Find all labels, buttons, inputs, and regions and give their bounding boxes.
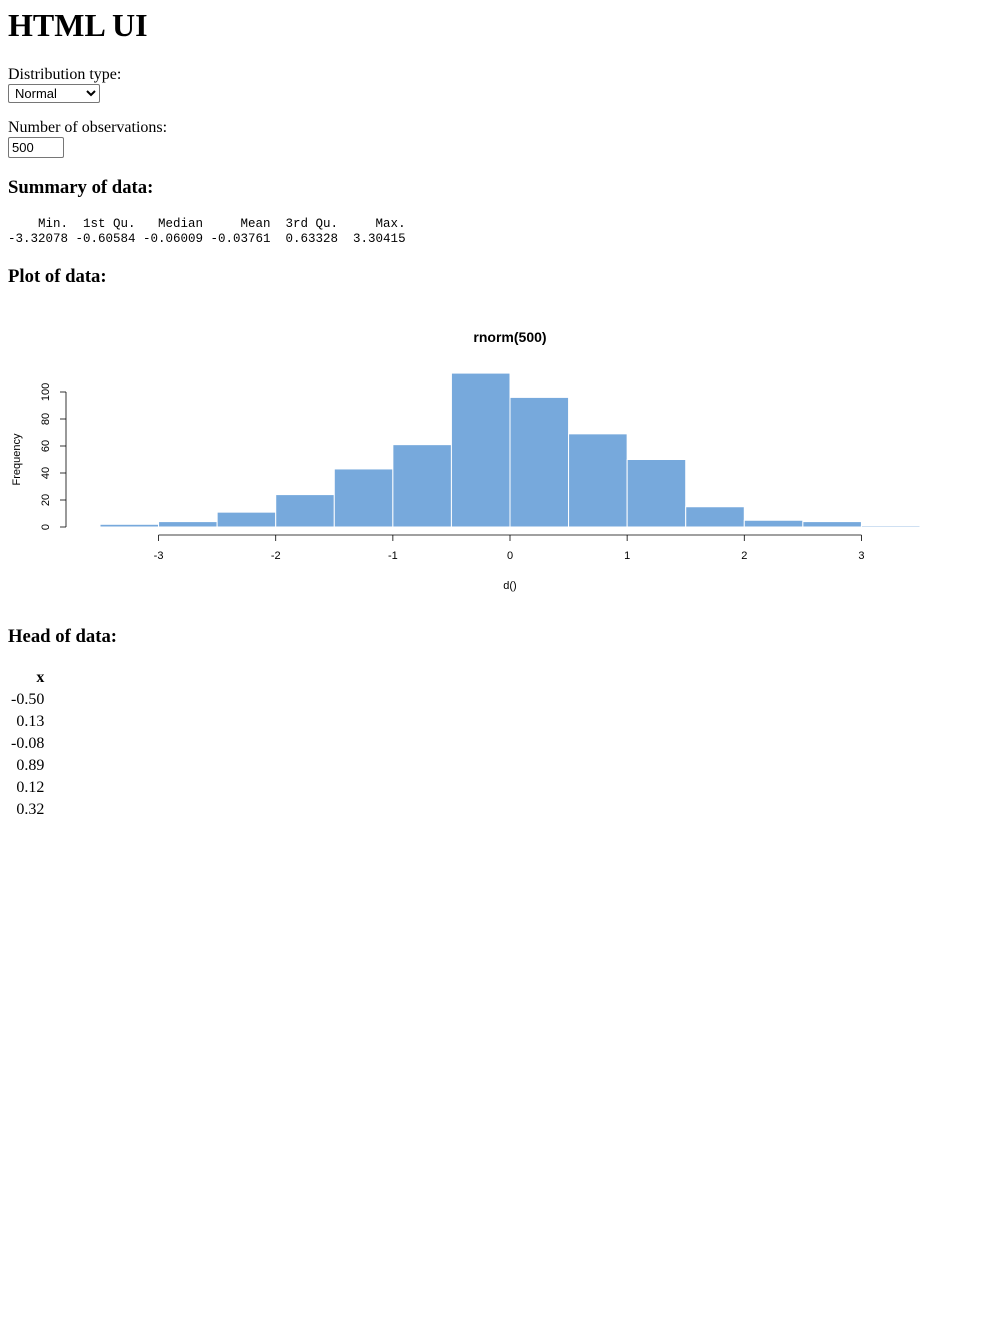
number-of-observations-input[interactable] (8, 137, 64, 158)
y-tick-label: 80 (40, 413, 52, 425)
table-row: 0.12 (8, 777, 47, 799)
x-tick-label: 0 (507, 550, 513, 562)
x-axis-label: d() (503, 580, 516, 592)
head-heading: Head of data: (8, 626, 118, 647)
histogram-bar (333, 468, 394, 528)
histogram-bar (685, 506, 745, 528)
histogram-bar (568, 433, 628, 528)
histogram-bar (99, 523, 160, 528)
table-cell: 0.13 (16, 713, 45, 730)
table-row: 0.89 (8, 755, 47, 777)
table-cell: -0.08 (11, 735, 45, 752)
y-tick-label: 40 (40, 467, 52, 479)
table-row: 0.13 (8, 711, 47, 733)
y-tick-label: 100 (40, 383, 52, 401)
number-of-observations-label: Number of observations: (8, 119, 168, 136)
histogram-bar (743, 519, 804, 528)
histogram-bar (275, 494, 335, 528)
x-tick-label: 3 (858, 550, 864, 562)
table-row: 0.32 (8, 799, 47, 821)
x-tick-label: 2 (741, 550, 747, 562)
table-cell: -0.50 (11, 691, 45, 708)
y-axis-label: Frequency (11, 433, 23, 485)
page-title: HTML UI (8, 7, 148, 43)
table-row: -0.08 (8, 733, 47, 755)
table-cell: 0.12 (16, 779, 45, 796)
histogram-bar (158, 521, 218, 528)
table-cell: 0.89 (16, 757, 45, 774)
x-tick-label: -2 (271, 550, 281, 562)
histogram-plot: rnorm(500) -3 -2 -1 0 1 2 3 d() 0 20 40 60 80 100 Frequ… (11, 329, 921, 592)
chart-title: rnorm(500) (473, 329, 546, 345)
distribution-type-label: Distribution type: (8, 66, 122, 83)
histogram-bar (450, 372, 511, 528)
x-tick-label: 1 (624, 550, 630, 562)
table-cell: 0.32 (16, 801, 45, 818)
x-tick-label: -1 (388, 550, 398, 562)
summary-output: Min. 1st Qu. Median Mean 3rd Qu. Max. -3… (8, 217, 406, 246)
y-tick-label: 60 (40, 440, 52, 452)
y-tick-label: 0 (40, 524, 52, 530)
plot-heading: Plot of data: (8, 266, 107, 287)
histogram-bar (392, 444, 452, 528)
histogram-bar (626, 459, 687, 528)
histogram-bar (802, 521, 862, 528)
histogram-bar (509, 396, 570, 528)
distribution-type-select[interactable]: Normal (8, 84, 100, 103)
x-tick-label: -3 (154, 550, 164, 562)
summary-heading: Summary of data: (8, 177, 154, 198)
histogram-bar (860, 525, 921, 528)
head-table: x -0.50 0.13 -0.08 0.89 0.12 0.32 (8, 667, 47, 821)
table-row: -0.50 (8, 689, 47, 711)
y-tick-label: 20 (40, 494, 52, 506)
column-header: x (36, 669, 45, 686)
histogram-bar (216, 511, 277, 528)
